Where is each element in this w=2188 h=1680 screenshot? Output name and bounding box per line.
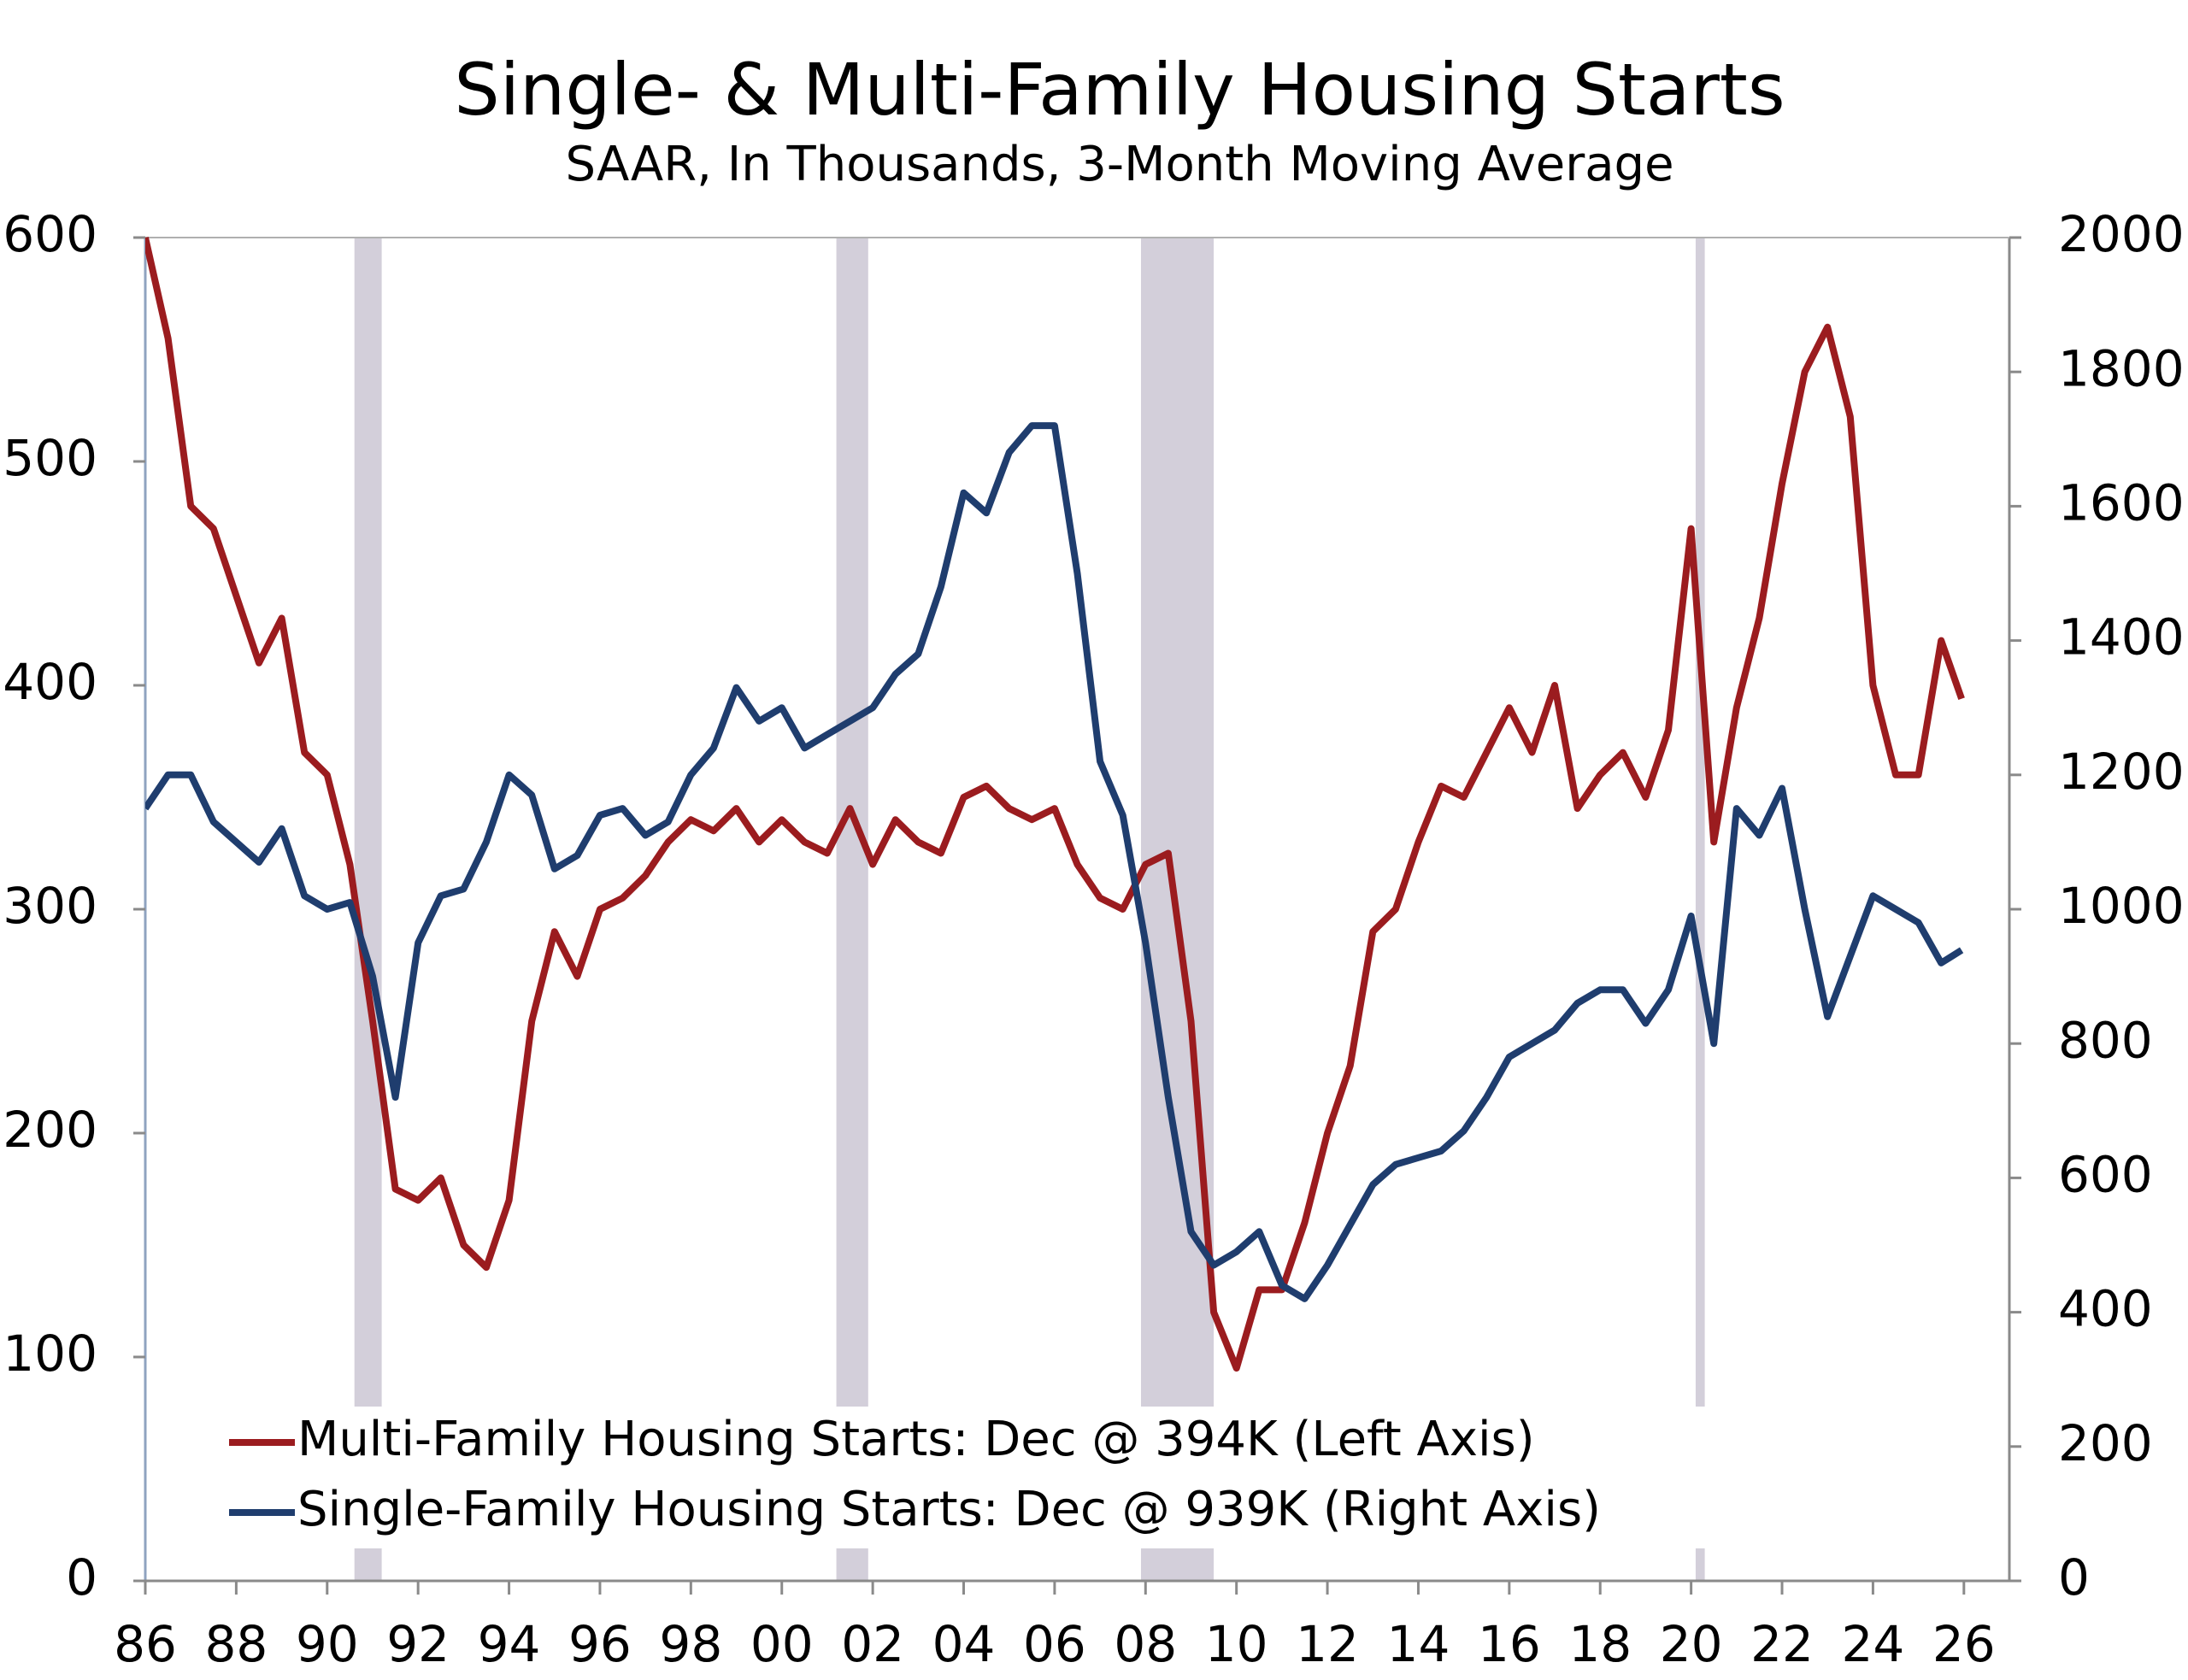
x-tick-label: 94: [478, 1615, 541, 1673]
y2-tick-label: 1400: [2058, 608, 2185, 667]
y-tick-label: 0: [66, 1548, 97, 1607]
x-tick-label: 08: [1114, 1615, 1177, 1673]
chart-subtitle: SAAR, In Thousands, 3-Month Moving Avera…: [565, 137, 1673, 192]
x-tick-label: 90: [296, 1615, 359, 1673]
y-tick-label: 200: [3, 1101, 97, 1159]
x-tick-label: 06: [1023, 1615, 1086, 1673]
x-tick-label: 22: [1750, 1615, 1814, 1673]
legend-box: [181, 1407, 1720, 1548]
x-tick-label: 26: [1932, 1615, 1996, 1673]
y2-tick-label: 1200: [2058, 743, 2185, 801]
x-tick-label: 14: [1387, 1615, 1450, 1673]
x-tick-label: 10: [1205, 1615, 1268, 1673]
series-line: [145, 422, 1964, 1302]
x-tick-label: 18: [1568, 1615, 1632, 1673]
y2-tick-label: 1000: [2058, 877, 2185, 935]
x-tick-label: 02: [841, 1615, 904, 1673]
x-tick-label: 20: [1660, 1615, 1723, 1673]
y-tick-label: 500: [3, 429, 97, 487]
y2-tick-label: 0: [2058, 1548, 2090, 1607]
y2-tick-label: 200: [2058, 1414, 2153, 1472]
y2-tick-label: 600: [2058, 1146, 2153, 1204]
y2-tick-label: 1800: [2058, 339, 2185, 397]
chart-title: Single- & Multi-Family Housing Starts: [454, 48, 1785, 132]
x-tick-label: 04: [932, 1615, 996, 1673]
recession-band: [1695, 238, 1705, 1581]
x-tick-label: 88: [204, 1615, 268, 1673]
x-tick-label: 96: [568, 1615, 632, 1673]
y2-tick-label: 1600: [2058, 474, 2185, 532]
x-tick-label: 24: [1842, 1615, 1905, 1673]
y-tick-label: 100: [3, 1325, 97, 1383]
x-tick-label: 98: [659, 1615, 722, 1673]
y2-tick-label: 800: [2058, 1011, 2153, 1069]
x-tick-label: 16: [1478, 1615, 1541, 1673]
y-tick-label: 600: [3, 205, 97, 263]
x-tick-label: 92: [386, 1615, 450, 1673]
x-tick-label: 86: [114, 1615, 177, 1673]
legend-label: Multi-Family Housing Starts: Dec @ 394K …: [297, 1412, 1535, 1467]
y2-tick-label: 400: [2058, 1280, 2153, 1338]
series-line: [145, 237, 1965, 1372]
y2-tick-label: 2000: [2058, 205, 2185, 263]
x-tick-label: 12: [1296, 1615, 1359, 1673]
y-tick-label: 400: [3, 653, 97, 711]
x-tick-label: 00: [750, 1615, 814, 1673]
recession-band: [836, 238, 868, 1581]
y-tick-label: 300: [3, 877, 97, 935]
legend-label: Single-Family Housing Starts: Dec @ 939K…: [297, 1482, 1601, 1537]
